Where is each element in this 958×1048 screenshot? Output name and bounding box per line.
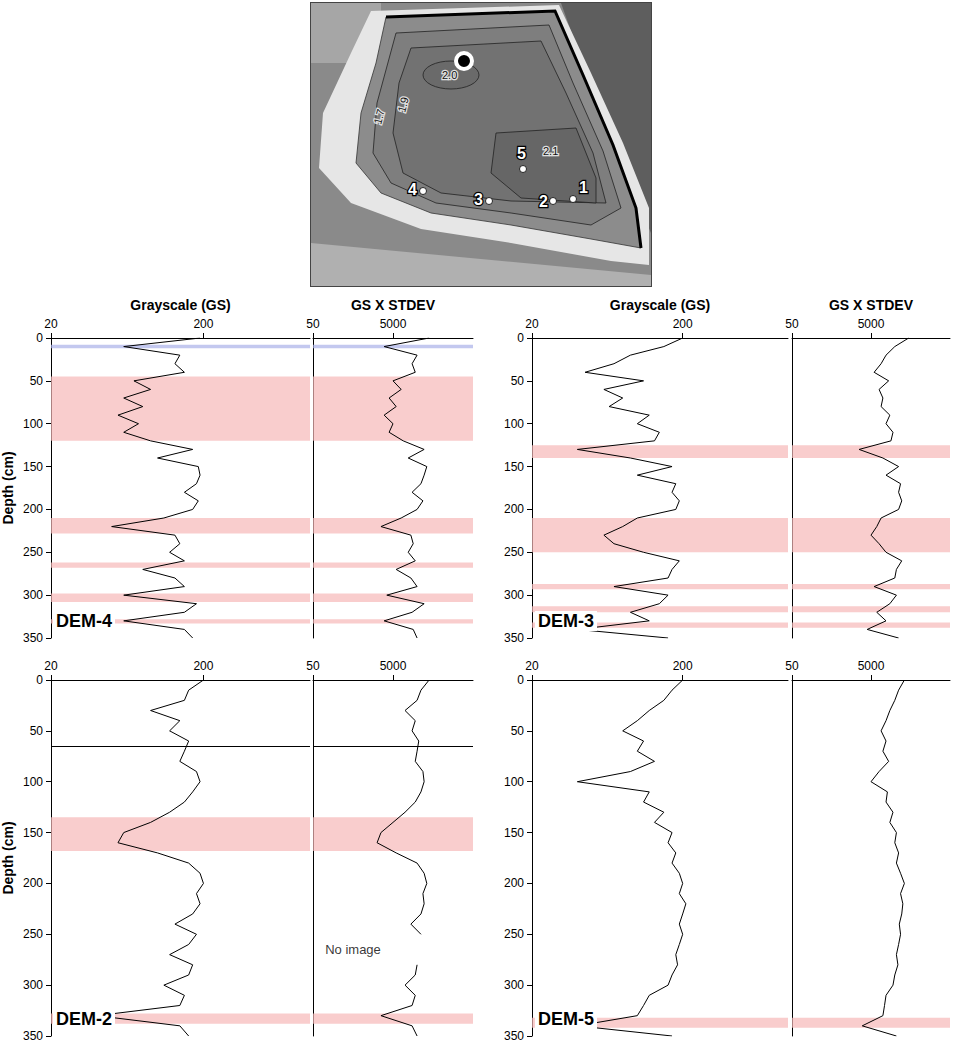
svg-text:50: 50: [306, 317, 320, 331]
svg-text:0: 0: [517, 673, 524, 687]
svg-text:250: 250: [504, 927, 524, 941]
svg-text:2: 2: [539, 193, 548, 210]
svg-text:200: 200: [504, 876, 524, 890]
svg-text:20: 20: [525, 659, 539, 673]
svg-text:250: 250: [504, 545, 524, 559]
svg-text:Depth (cm): Depth (cm): [0, 821, 16, 894]
svg-text:5000: 5000: [380, 659, 407, 673]
svg-text:300: 300: [504, 588, 524, 602]
svg-text:350: 350: [23, 631, 43, 645]
svg-text:5000: 5000: [380, 317, 407, 331]
svg-text:2.1: 2.1: [543, 145, 558, 157]
svg-text:GS X STDEV: GS X STDEV: [829, 297, 914, 313]
svg-text:300: 300: [23, 588, 43, 602]
svg-text:20: 20: [44, 317, 58, 331]
svg-text:250: 250: [23, 927, 43, 941]
svg-text:200: 200: [23, 502, 43, 516]
svg-text:Depth (cm): Depth (cm): [0, 451, 16, 524]
svg-text:100: 100: [504, 417, 524, 431]
svg-text:1.7: 1.7: [371, 108, 387, 126]
svg-text:200: 200: [193, 659, 213, 673]
svg-text:1.9: 1.9: [395, 96, 411, 114]
svg-text:No image: No image: [325, 942, 381, 957]
svg-text:300: 300: [23, 978, 43, 992]
svg-text:20: 20: [44, 659, 58, 673]
svg-text:350: 350: [504, 631, 524, 645]
svg-text:50: 50: [785, 317, 799, 331]
svg-text:50: 50: [785, 659, 799, 673]
svg-text:200: 200: [193, 317, 213, 331]
svg-text:50: 50: [306, 659, 320, 673]
svg-text:100: 100: [504, 775, 524, 789]
svg-text:200: 200: [504, 502, 524, 516]
svg-text:200: 200: [673, 659, 693, 673]
svg-text:5000: 5000: [858, 317, 885, 331]
svg-text:50: 50: [30, 724, 44, 738]
svg-text:5: 5: [517, 145, 526, 162]
svg-text:GS X STDEV: GS X STDEV: [351, 297, 436, 313]
svg-text:250: 250: [23, 545, 43, 559]
svg-text:4: 4: [408, 181, 417, 198]
svg-text:Grayscale (GS): Grayscale (GS): [610, 297, 710, 313]
svg-text:100: 100: [23, 417, 43, 431]
svg-text:200: 200: [673, 317, 693, 331]
svg-text:1: 1: [579, 179, 588, 196]
svg-text:300: 300: [504, 978, 524, 992]
svg-text:350: 350: [23, 1029, 43, 1043]
svg-text:150: 150: [23, 826, 43, 840]
svg-text:150: 150: [23, 460, 43, 474]
svg-text:DEM-4: DEM-4: [56, 611, 112, 631]
svg-text:50: 50: [511, 724, 525, 738]
svg-text:100: 100: [23, 775, 43, 789]
svg-text:0: 0: [36, 331, 43, 345]
svg-text:DEM-5: DEM-5: [538, 1009, 594, 1029]
svg-text:200: 200: [23, 876, 43, 890]
svg-text:150: 150: [504, 460, 524, 474]
svg-text:50: 50: [30, 374, 44, 388]
svg-text:0: 0: [36, 673, 43, 687]
svg-text:DEM-2: DEM-2: [56, 1009, 112, 1029]
svg-text:350: 350: [504, 1029, 524, 1043]
svg-text:20: 20: [525, 317, 539, 331]
svg-text:150: 150: [504, 826, 524, 840]
svg-text:3: 3: [474, 191, 483, 208]
svg-text:DEM-3: DEM-3: [538, 611, 594, 631]
svg-text:2.0: 2.0: [442, 69, 457, 81]
svg-text:Grayscale (GS): Grayscale (GS): [130, 297, 230, 313]
svg-text:0: 0: [517, 331, 524, 345]
svg-text:5000: 5000: [858, 659, 885, 673]
svg-text:50: 50: [511, 374, 525, 388]
